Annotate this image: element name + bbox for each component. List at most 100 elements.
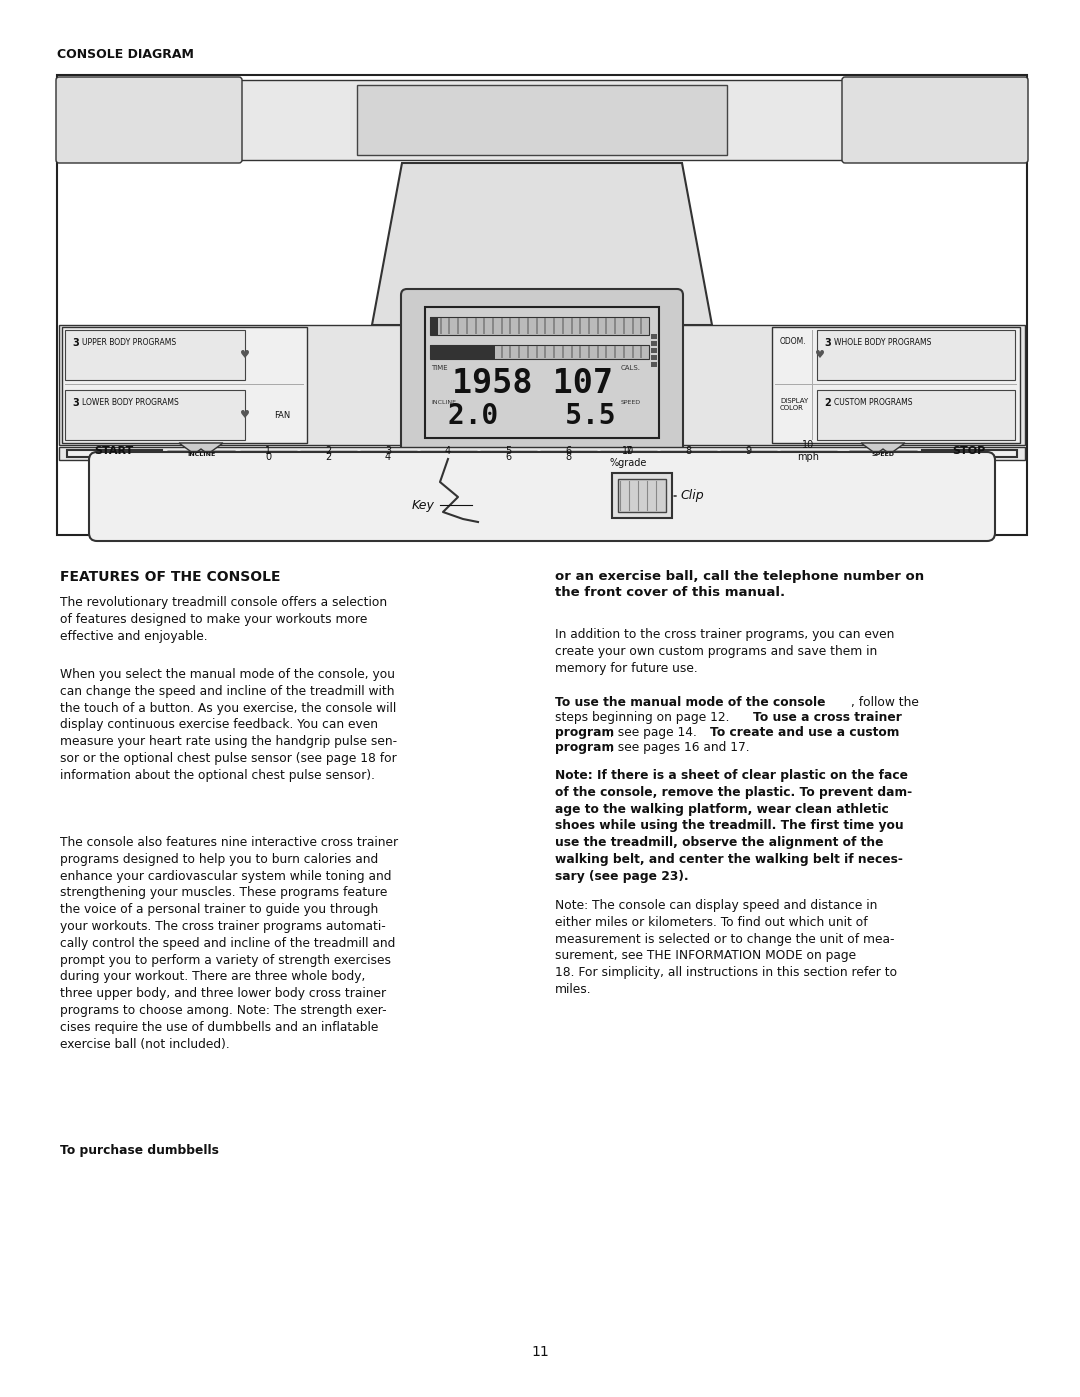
- Bar: [579, 346, 581, 358]
- Bar: [632, 319, 634, 334]
- Bar: [651, 355, 657, 360]
- Bar: [612, 474, 672, 518]
- Bar: [527, 346, 529, 358]
- Text: 7: 7: [625, 446, 631, 455]
- Text: Note: The console can display speed and distance in
either miles or kilometers. : Note: The console can display speed and …: [555, 900, 897, 996]
- Text: CUSTOM PROGRAMS: CUSTOM PROGRAMS: [834, 398, 913, 407]
- Bar: [57, 75, 1027, 535]
- Bar: [167, 451, 235, 457]
- Bar: [59, 80, 1025, 161]
- Bar: [501, 346, 503, 358]
- Bar: [440, 319, 442, 334]
- Bar: [553, 346, 555, 358]
- Text: 4: 4: [384, 453, 391, 462]
- Text: , see pages 16 and 17.: , see pages 16 and 17.: [610, 740, 750, 754]
- Text: TIME: TIME: [431, 365, 447, 372]
- Bar: [588, 319, 590, 334]
- Text: The revolutionary treadmill console offers a selection
of features designed to m: The revolutionary treadmill console offe…: [60, 597, 387, 643]
- Bar: [510, 346, 512, 358]
- Bar: [518, 319, 521, 334]
- Bar: [457, 346, 459, 358]
- Text: 6: 6: [565, 446, 571, 455]
- Bar: [623, 319, 625, 334]
- Bar: [596, 346, 598, 358]
- Bar: [457, 319, 459, 334]
- Bar: [430, 317, 438, 335]
- Bar: [510, 319, 512, 334]
- Text: 10
%grade: 10 %grade: [609, 446, 647, 468]
- Bar: [536, 319, 538, 334]
- Text: UPPER BODY PROGRAMS: UPPER BODY PROGRAMS: [82, 338, 176, 346]
- Bar: [640, 319, 643, 334]
- Bar: [816, 330, 1015, 380]
- Text: 1958 107: 1958 107: [451, 367, 612, 400]
- Bar: [606, 319, 607, 334]
- Text: steps beginning on page 12.: steps beginning on page 12.: [555, 711, 733, 724]
- Text: 2: 2: [325, 453, 332, 462]
- Polygon shape: [372, 163, 712, 326]
- Bar: [59, 447, 1025, 460]
- Bar: [465, 319, 468, 334]
- Bar: [570, 319, 572, 334]
- Text: LOWER BODY PROGRAMS: LOWER BODY PROGRAMS: [82, 398, 179, 407]
- Bar: [62, 327, 307, 443]
- Bar: [922, 450, 1017, 457]
- Bar: [618, 479, 666, 511]
- Text: FAN: FAN: [274, 411, 291, 419]
- Text: To use the manual mode of the console: To use the manual mode of the console: [555, 696, 825, 710]
- Bar: [536, 346, 538, 358]
- Bar: [640, 346, 643, 358]
- Bar: [431, 346, 433, 358]
- Bar: [615, 346, 616, 358]
- Bar: [553, 319, 555, 334]
- Text: SPEED: SPEED: [621, 400, 642, 405]
- Text: ♥: ♥: [815, 351, 825, 360]
- Bar: [431, 319, 433, 334]
- Bar: [623, 346, 625, 358]
- Text: ♥: ♥: [240, 351, 249, 360]
- Text: WHOLE BODY PROGRAMS: WHOLE BODY PROGRAMS: [834, 338, 931, 346]
- Bar: [651, 348, 657, 353]
- FancyBboxPatch shape: [401, 289, 683, 455]
- Bar: [484, 319, 485, 334]
- Text: 3: 3: [72, 338, 79, 348]
- Text: , follow the: , follow the: [851, 696, 919, 710]
- Text: To use a cross trainer: To use a cross trainer: [753, 711, 902, 724]
- Text: ♥: ♥: [240, 409, 249, 420]
- Text: 3: 3: [72, 398, 79, 408]
- Bar: [518, 346, 521, 358]
- Bar: [596, 319, 598, 334]
- Text: 8: 8: [685, 446, 691, 455]
- Text: 4: 4: [445, 446, 451, 455]
- Text: 11: 11: [531, 1345, 549, 1359]
- Bar: [562, 319, 564, 334]
- Text: To purchase dumbbells: To purchase dumbbells: [60, 1144, 219, 1157]
- Text: 3: 3: [384, 446, 391, 455]
- Bar: [570, 346, 572, 358]
- Text: ODOM.: ODOM.: [780, 337, 807, 346]
- Text: program: program: [555, 740, 615, 754]
- Bar: [492, 346, 494, 358]
- Text: 1: 1: [265, 446, 271, 455]
- Text: 6: 6: [505, 453, 511, 462]
- Bar: [430, 345, 649, 359]
- Text: 2.0    5.5: 2.0 5.5: [448, 402, 616, 430]
- Bar: [632, 346, 634, 358]
- Text: CONSOLE DIAGRAM: CONSOLE DIAGRAM: [57, 47, 194, 61]
- Bar: [484, 346, 485, 358]
- Bar: [816, 390, 1015, 440]
- Text: , see page 14.: , see page 14.: [610, 726, 701, 739]
- Bar: [772, 327, 1020, 443]
- Bar: [651, 334, 657, 339]
- Bar: [651, 341, 657, 346]
- Text: Key: Key: [411, 499, 435, 511]
- Bar: [651, 362, 657, 367]
- Text: When you select the manual mode of the console, you
can change the speed and inc: When you select the manual mode of the c…: [60, 668, 397, 782]
- Bar: [527, 319, 529, 334]
- Text: 5: 5: [504, 446, 511, 455]
- Text: 3: 3: [824, 338, 831, 348]
- Bar: [615, 319, 616, 334]
- Bar: [588, 346, 590, 358]
- Bar: [59, 326, 1025, 446]
- Bar: [544, 346, 546, 358]
